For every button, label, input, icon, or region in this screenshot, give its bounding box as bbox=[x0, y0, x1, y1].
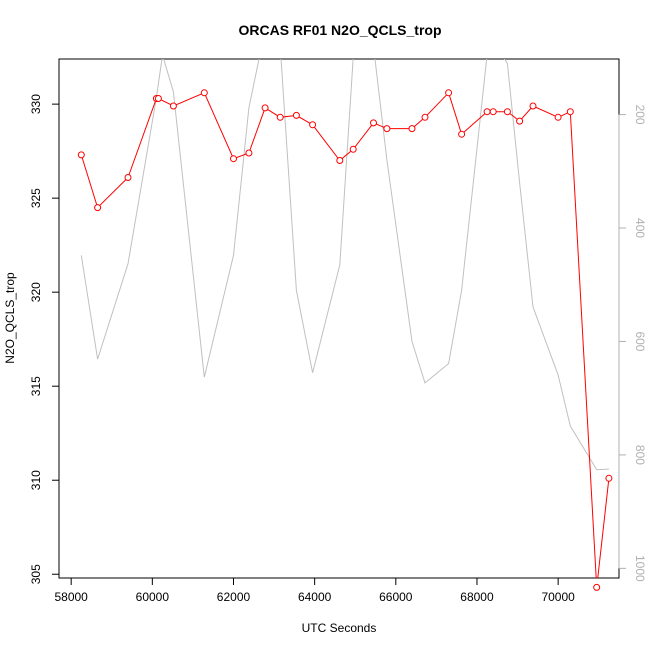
data-point bbox=[383, 125, 391, 133]
left-axis-series-points bbox=[77, 89, 613, 591]
data-point bbox=[421, 113, 429, 121]
data-point bbox=[169, 102, 177, 110]
data-point bbox=[124, 174, 132, 181]
y-tick-label: 330 bbox=[29, 94, 43, 114]
y-tick-label: 325 bbox=[29, 188, 43, 208]
x-tick-label: 62000 bbox=[217, 590, 251, 604]
series-line bbox=[80, 59, 609, 471]
data-point bbox=[200, 89, 208, 97]
data-point bbox=[458, 130, 466, 138]
data-point bbox=[489, 108, 497, 116]
data-point bbox=[77, 151, 85, 159]
left-axis-series-line bbox=[80, 91, 610, 578]
data-point bbox=[408, 125, 416, 133]
y-axis-label: N2O_QCLS_trop bbox=[3, 272, 17, 364]
data-point bbox=[554, 113, 562, 121]
data-point bbox=[245, 149, 253, 157]
data-point bbox=[336, 157, 344, 164]
y-tick-label: 315 bbox=[29, 376, 43, 396]
data-point bbox=[516, 117, 524, 125]
data-point bbox=[154, 95, 162, 102]
y2-tick-label: 800 bbox=[633, 445, 647, 465]
x-axis: 58000 60000 62000 64000 66000 68000 70000 bbox=[54, 577, 575, 604]
data-point bbox=[94, 204, 102, 212]
x-tick-label: 66000 bbox=[379, 590, 413, 604]
data-point bbox=[593, 583, 601, 591]
x-tick-label: 64000 bbox=[298, 590, 332, 604]
data-point bbox=[349, 145, 357, 153]
x-tick-label: 60000 bbox=[136, 590, 170, 604]
data-point bbox=[503, 108, 511, 116]
y2-axis: 200 400 600 800 1000 bbox=[618, 105, 647, 582]
right-axis-series-line bbox=[80, 59, 609, 471]
data-point bbox=[309, 121, 317, 129]
x-tick-label: 68000 bbox=[460, 590, 494, 604]
y-tick-label: 310 bbox=[29, 470, 43, 490]
x-tick-label: 58000 bbox=[54, 590, 88, 604]
y-tick-label: 305 bbox=[29, 564, 43, 584]
data-point bbox=[483, 108, 491, 116]
data-point bbox=[529, 102, 537, 110]
data-point bbox=[566, 108, 574, 116]
data-point bbox=[445, 89, 453, 97]
x-tick-label: 70000 bbox=[541, 590, 575, 604]
y-tick-label: 320 bbox=[29, 282, 43, 302]
y2-tick-label: 200 bbox=[633, 105, 647, 125]
y2-tick-label: 400 bbox=[633, 218, 647, 238]
data-point bbox=[605, 474, 613, 482]
data-point bbox=[230, 155, 237, 163]
y-axis: 305 310 315 320 325 330 bbox=[29, 94, 60, 584]
y2-tick-label: 600 bbox=[633, 331, 647, 351]
x-axis-label: UTC Seconds bbox=[302, 621, 377, 635]
chart-title: ORCAS RF01 N2O_QCLS_trop bbox=[238, 22, 441, 38]
data-point bbox=[370, 119, 377, 127]
series-line bbox=[80, 91, 610, 578]
data-point bbox=[261, 104, 269, 112]
plot-area bbox=[58, 58, 620, 591]
data-point bbox=[292, 111, 300, 119]
y2-tick-label: 1000 bbox=[633, 555, 647, 582]
data-point bbox=[276, 113, 284, 121]
